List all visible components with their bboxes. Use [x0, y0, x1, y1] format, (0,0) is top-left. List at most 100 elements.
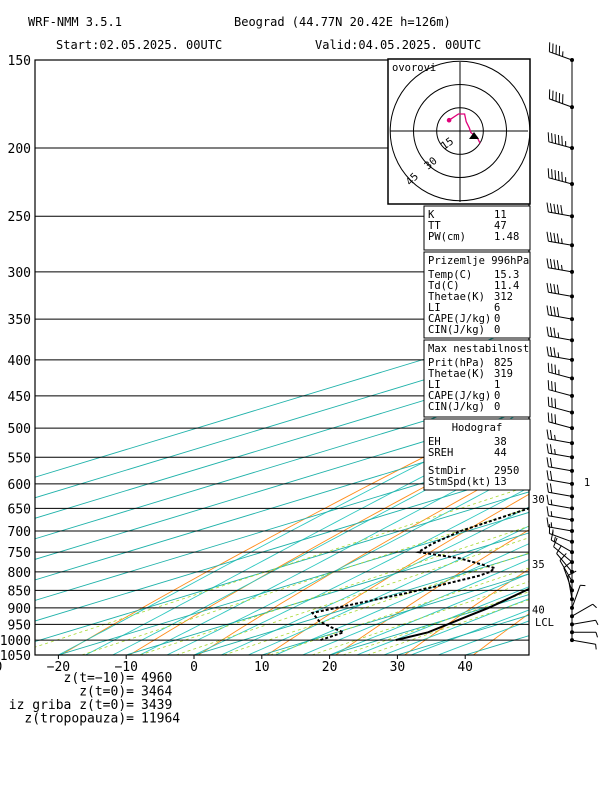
wind-barb-full	[547, 203, 548, 212]
wind-barb-full	[554, 260, 555, 269]
index-name: SREH	[428, 447, 453, 459]
wind-barb-full	[547, 518, 548, 527]
wind-barb-staff	[554, 547, 572, 562]
temperature-tick-label: 40	[457, 660, 473, 675]
wind-barb-half	[551, 500, 552, 505]
wind-barb-half	[554, 537, 555, 542]
wind-barb-full	[550, 203, 551, 212]
wind-barb-full	[554, 328, 555, 337]
index-value: 13	[494, 476, 507, 488]
wind-barb-half	[596, 620, 598, 625]
wind-barb-full	[550, 471, 551, 480]
wind-barb-half	[596, 632, 598, 637]
wind-barb-staff	[548, 292, 572, 296]
wind-barb-staff	[549, 142, 572, 148]
wind-barb-staff	[572, 585, 580, 608]
index-value: 1.48	[494, 231, 519, 243]
wind-barb-full	[547, 430, 548, 439]
inplot-labels: 0.412358303540LCL	[510, 477, 600, 629]
wind-barb-full	[552, 364, 553, 373]
wind-barb	[547, 506, 574, 522]
wind-barb-full	[547, 495, 548, 504]
wind-barb	[570, 630, 598, 637]
temperature-tick-label: −30	[0, 660, 2, 675]
index-name: CIN(J/kg)	[428, 324, 485, 336]
moist-adiabat-line	[221, 148, 600, 655]
pressure-tick-label: 950	[8, 618, 31, 633]
start-label: Start:02.05.2025. 00UTC	[56, 38, 222, 52]
wind-barb-staff	[549, 390, 572, 396]
wind-barb-full	[557, 285, 558, 294]
pressure-tick-label: 450	[8, 390, 31, 405]
pressure-tick-label: 1050	[0, 649, 31, 664]
wind-barb-full	[562, 136, 563, 146]
wind-barb-full	[547, 457, 548, 466]
temperature-tick-label: 30	[390, 660, 406, 675]
wind-barbs	[547, 42, 598, 649]
wind-barb-full	[557, 307, 558, 316]
wind-barb-staff	[560, 561, 572, 582]
wind-barb-staff	[548, 492, 572, 496]
wind-barb-full	[552, 169, 553, 179]
wind-barb-full	[555, 134, 556, 144]
wind-barb-staff	[549, 178, 572, 184]
wind-barb-full	[548, 363, 549, 372]
wind-barb-half	[555, 435, 556, 440]
wind-barb-staff	[549, 99, 572, 107]
wind-barb-full	[550, 259, 551, 268]
wind-barb-full	[550, 458, 551, 467]
valid-label: Valid:04.05.2025. 00UTC	[315, 38, 481, 52]
wind-barb	[548, 380, 574, 398]
index-panel-title: Prizemlje 996hPa	[428, 255, 529, 267]
pressure-tick-label: 600	[8, 478, 31, 493]
wind-barb-staff	[572, 640, 596, 644]
wind-barb	[548, 363, 574, 381]
wind-barb-half	[593, 604, 597, 608]
wind-barb-staff	[548, 527, 572, 531]
wind-barb-full	[554, 233, 555, 242]
theta-e-label: 40	[532, 605, 545, 617]
pressure-tick-label: 800	[8, 566, 31, 581]
wind-barb	[547, 495, 574, 511]
wind-barb-staff	[548, 467, 572, 471]
index-name: StmSpd(kt)	[428, 476, 491, 488]
wind-barb-half	[551, 511, 552, 516]
wind-barb	[547, 470, 574, 486]
wind-barb-staff	[548, 480, 572, 484]
wind-barb	[548, 413, 574, 431]
wind-barb-full	[557, 234, 558, 243]
wind-barb	[548, 168, 574, 186]
wind-barb-full	[555, 399, 556, 409]
wind-barb-full	[548, 132, 549, 142]
pressure-tick-label: 250	[8, 210, 31, 225]
pressure-tick-label: 900	[8, 602, 31, 617]
wind-barb	[570, 620, 598, 626]
wind-barb-full	[552, 133, 553, 143]
wind-barb-full	[547, 327, 548, 336]
wind-barb-full	[550, 444, 551, 453]
theta-e-label: 30	[532, 494, 545, 506]
wind-barb-staff	[572, 620, 596, 624]
wind-barb-full	[547, 232, 548, 241]
wind-barb-staff	[548, 241, 572, 245]
wind-barb-staff	[549, 422, 572, 428]
pressure-tick-label: 650	[8, 502, 31, 517]
wind-barb-full	[550, 430, 551, 439]
wind-barb-full	[547, 483, 548, 492]
wind-barb-full	[550, 284, 551, 293]
wind-barb-full	[547, 258, 548, 267]
wind-barb-full	[555, 414, 556, 423]
temperature-tick-label: 20	[322, 660, 338, 675]
wind-barb-staff	[549, 372, 572, 378]
pressure-tick-label: 750	[8, 546, 31, 561]
wind-barb-half	[562, 238, 563, 243]
pressure-tick-label: 1000	[0, 634, 31, 649]
hodograph-start-dot	[447, 118, 452, 123]
wind-barb-half	[558, 352, 559, 357]
pressure-tick-label: 200	[8, 142, 31, 157]
pressure-tick-label: 850	[8, 584, 31, 599]
wind-barb-full	[548, 397, 549, 406]
